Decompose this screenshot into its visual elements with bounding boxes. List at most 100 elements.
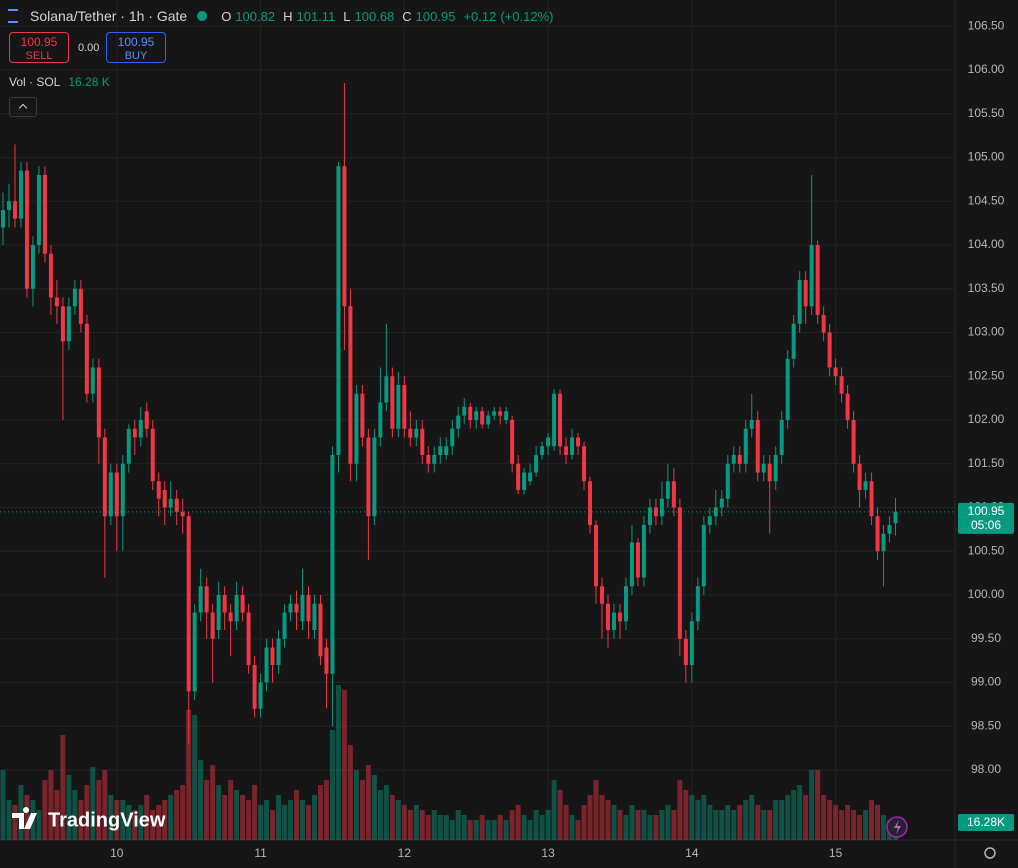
candle-body bbox=[186, 516, 191, 692]
candle-body bbox=[324, 647, 329, 674]
volume-bar bbox=[797, 785, 803, 840]
volume-bar bbox=[875, 805, 881, 840]
volume-bar bbox=[503, 820, 509, 840]
volume-bar bbox=[479, 815, 485, 840]
volume-bar bbox=[413, 805, 419, 840]
volume-bar bbox=[653, 815, 659, 840]
logo-text: TradingView bbox=[48, 809, 166, 831]
candle-body bbox=[78, 288, 83, 324]
x-tick-label: 12 bbox=[398, 846, 412, 860]
buy-button[interactable]: 100.95 BUY bbox=[106, 32, 166, 63]
volume-bar bbox=[48, 770, 54, 840]
volume-bar bbox=[575, 820, 581, 840]
candle-body bbox=[180, 511, 185, 517]
volume-bar bbox=[659, 810, 665, 840]
candle-body bbox=[887, 525, 892, 534]
candle-body bbox=[653, 507, 658, 517]
volume-bar bbox=[563, 805, 569, 840]
quote-change: +0.12 bbox=[463, 8, 497, 24]
volume-bar bbox=[90, 767, 96, 840]
volume-bar bbox=[282, 805, 288, 840]
candle-body bbox=[24, 170, 29, 289]
volume-bar bbox=[845, 805, 851, 840]
volume-bar bbox=[557, 790, 563, 840]
volume-bar bbox=[72, 790, 78, 840]
volume-bar bbox=[264, 800, 270, 840]
candle-body bbox=[504, 411, 509, 420]
volume-bar bbox=[84, 785, 90, 840]
volume-bar bbox=[174, 790, 180, 840]
volume-bar bbox=[240, 795, 246, 840]
candle-body bbox=[791, 323, 796, 359]
volume-bar bbox=[156, 805, 162, 840]
x-tick-label: 15 bbox=[829, 846, 843, 860]
candle-body bbox=[594, 525, 599, 587]
sell-button[interactable]: 100.95 SELL bbox=[9, 32, 69, 63]
volume-bar bbox=[102, 770, 108, 840]
volume-bar bbox=[779, 800, 785, 840]
candle-body bbox=[546, 437, 551, 447]
candle-body bbox=[360, 393, 365, 438]
volume-bar bbox=[821, 795, 827, 840]
volume-label-box bbox=[958, 814, 1014, 831]
candle-body bbox=[492, 411, 497, 416]
symbol[interactable]: Solana/Tether · 1h · Gate bbox=[30, 8, 188, 24]
candle-body bbox=[689, 621, 694, 665]
volume-bar bbox=[857, 815, 863, 840]
sell-label: SELL bbox=[25, 50, 53, 62]
volume-bar bbox=[425, 815, 431, 840]
candle-body bbox=[779, 420, 784, 455]
candle-body bbox=[785, 358, 790, 420]
candle-body bbox=[276, 638, 281, 665]
y-tick-label: 103.00 bbox=[968, 325, 1005, 339]
volume-bar bbox=[54, 790, 60, 840]
candle-body bbox=[144, 411, 149, 429]
candle-body bbox=[258, 682, 263, 709]
candle-body bbox=[797, 280, 802, 324]
quote-high: 101.11 bbox=[296, 8, 336, 24]
volume-bar bbox=[713, 810, 719, 840]
collapse-button[interactable] bbox=[9, 97, 37, 117]
volume-bar bbox=[323, 780, 329, 840]
volume-title: Vol · SOL bbox=[9, 75, 61, 89]
candle-body bbox=[114, 472, 119, 517]
candle-body bbox=[30, 245, 35, 289]
y-tick-label: 106.50 bbox=[968, 18, 1005, 32]
volume-bar bbox=[677, 780, 683, 840]
volume-axis-label: 16.28K bbox=[967, 815, 1005, 829]
candle-body bbox=[665, 481, 670, 499]
candle-body bbox=[108, 472, 113, 517]
sell-price: 100.95 bbox=[20, 35, 58, 49]
candle-body bbox=[755, 420, 760, 473]
volume-bar bbox=[36, 810, 42, 840]
y-tick-label: 102.00 bbox=[968, 412, 1005, 426]
candle-body bbox=[54, 297, 59, 307]
candle-body bbox=[677, 507, 682, 639]
candle-body bbox=[761, 463, 766, 473]
volume-bar bbox=[623, 815, 629, 840]
y-tick-label: 105.50 bbox=[968, 106, 1005, 120]
volume-bar bbox=[719, 810, 725, 840]
candle-body bbox=[474, 411, 479, 420]
candle-body bbox=[719, 498, 724, 508]
countdown: 05:06 bbox=[971, 518, 1001, 532]
volume-bar bbox=[689, 795, 695, 840]
volume-bar bbox=[66, 775, 72, 840]
candle-body bbox=[1, 210, 5, 228]
volume-bar bbox=[228, 780, 234, 840]
volume-bar bbox=[329, 730, 335, 840]
candle-body bbox=[839, 376, 844, 394]
volume-bar bbox=[198, 760, 204, 840]
candle-body bbox=[330, 455, 335, 674]
candle-body bbox=[174, 498, 179, 512]
settings-button[interactable] bbox=[984, 847, 996, 859]
volume-bar bbox=[347, 745, 353, 840]
candle-body bbox=[456, 415, 461, 429]
menu-icon[interactable] bbox=[8, 9, 18, 23]
volume-bar bbox=[377, 790, 383, 840]
volume-bar bbox=[467, 820, 473, 840]
candle-body bbox=[204, 586, 209, 613]
volume-bar bbox=[521, 815, 527, 840]
volume-bar bbox=[96, 780, 102, 840]
candle-body bbox=[150, 428, 155, 482]
